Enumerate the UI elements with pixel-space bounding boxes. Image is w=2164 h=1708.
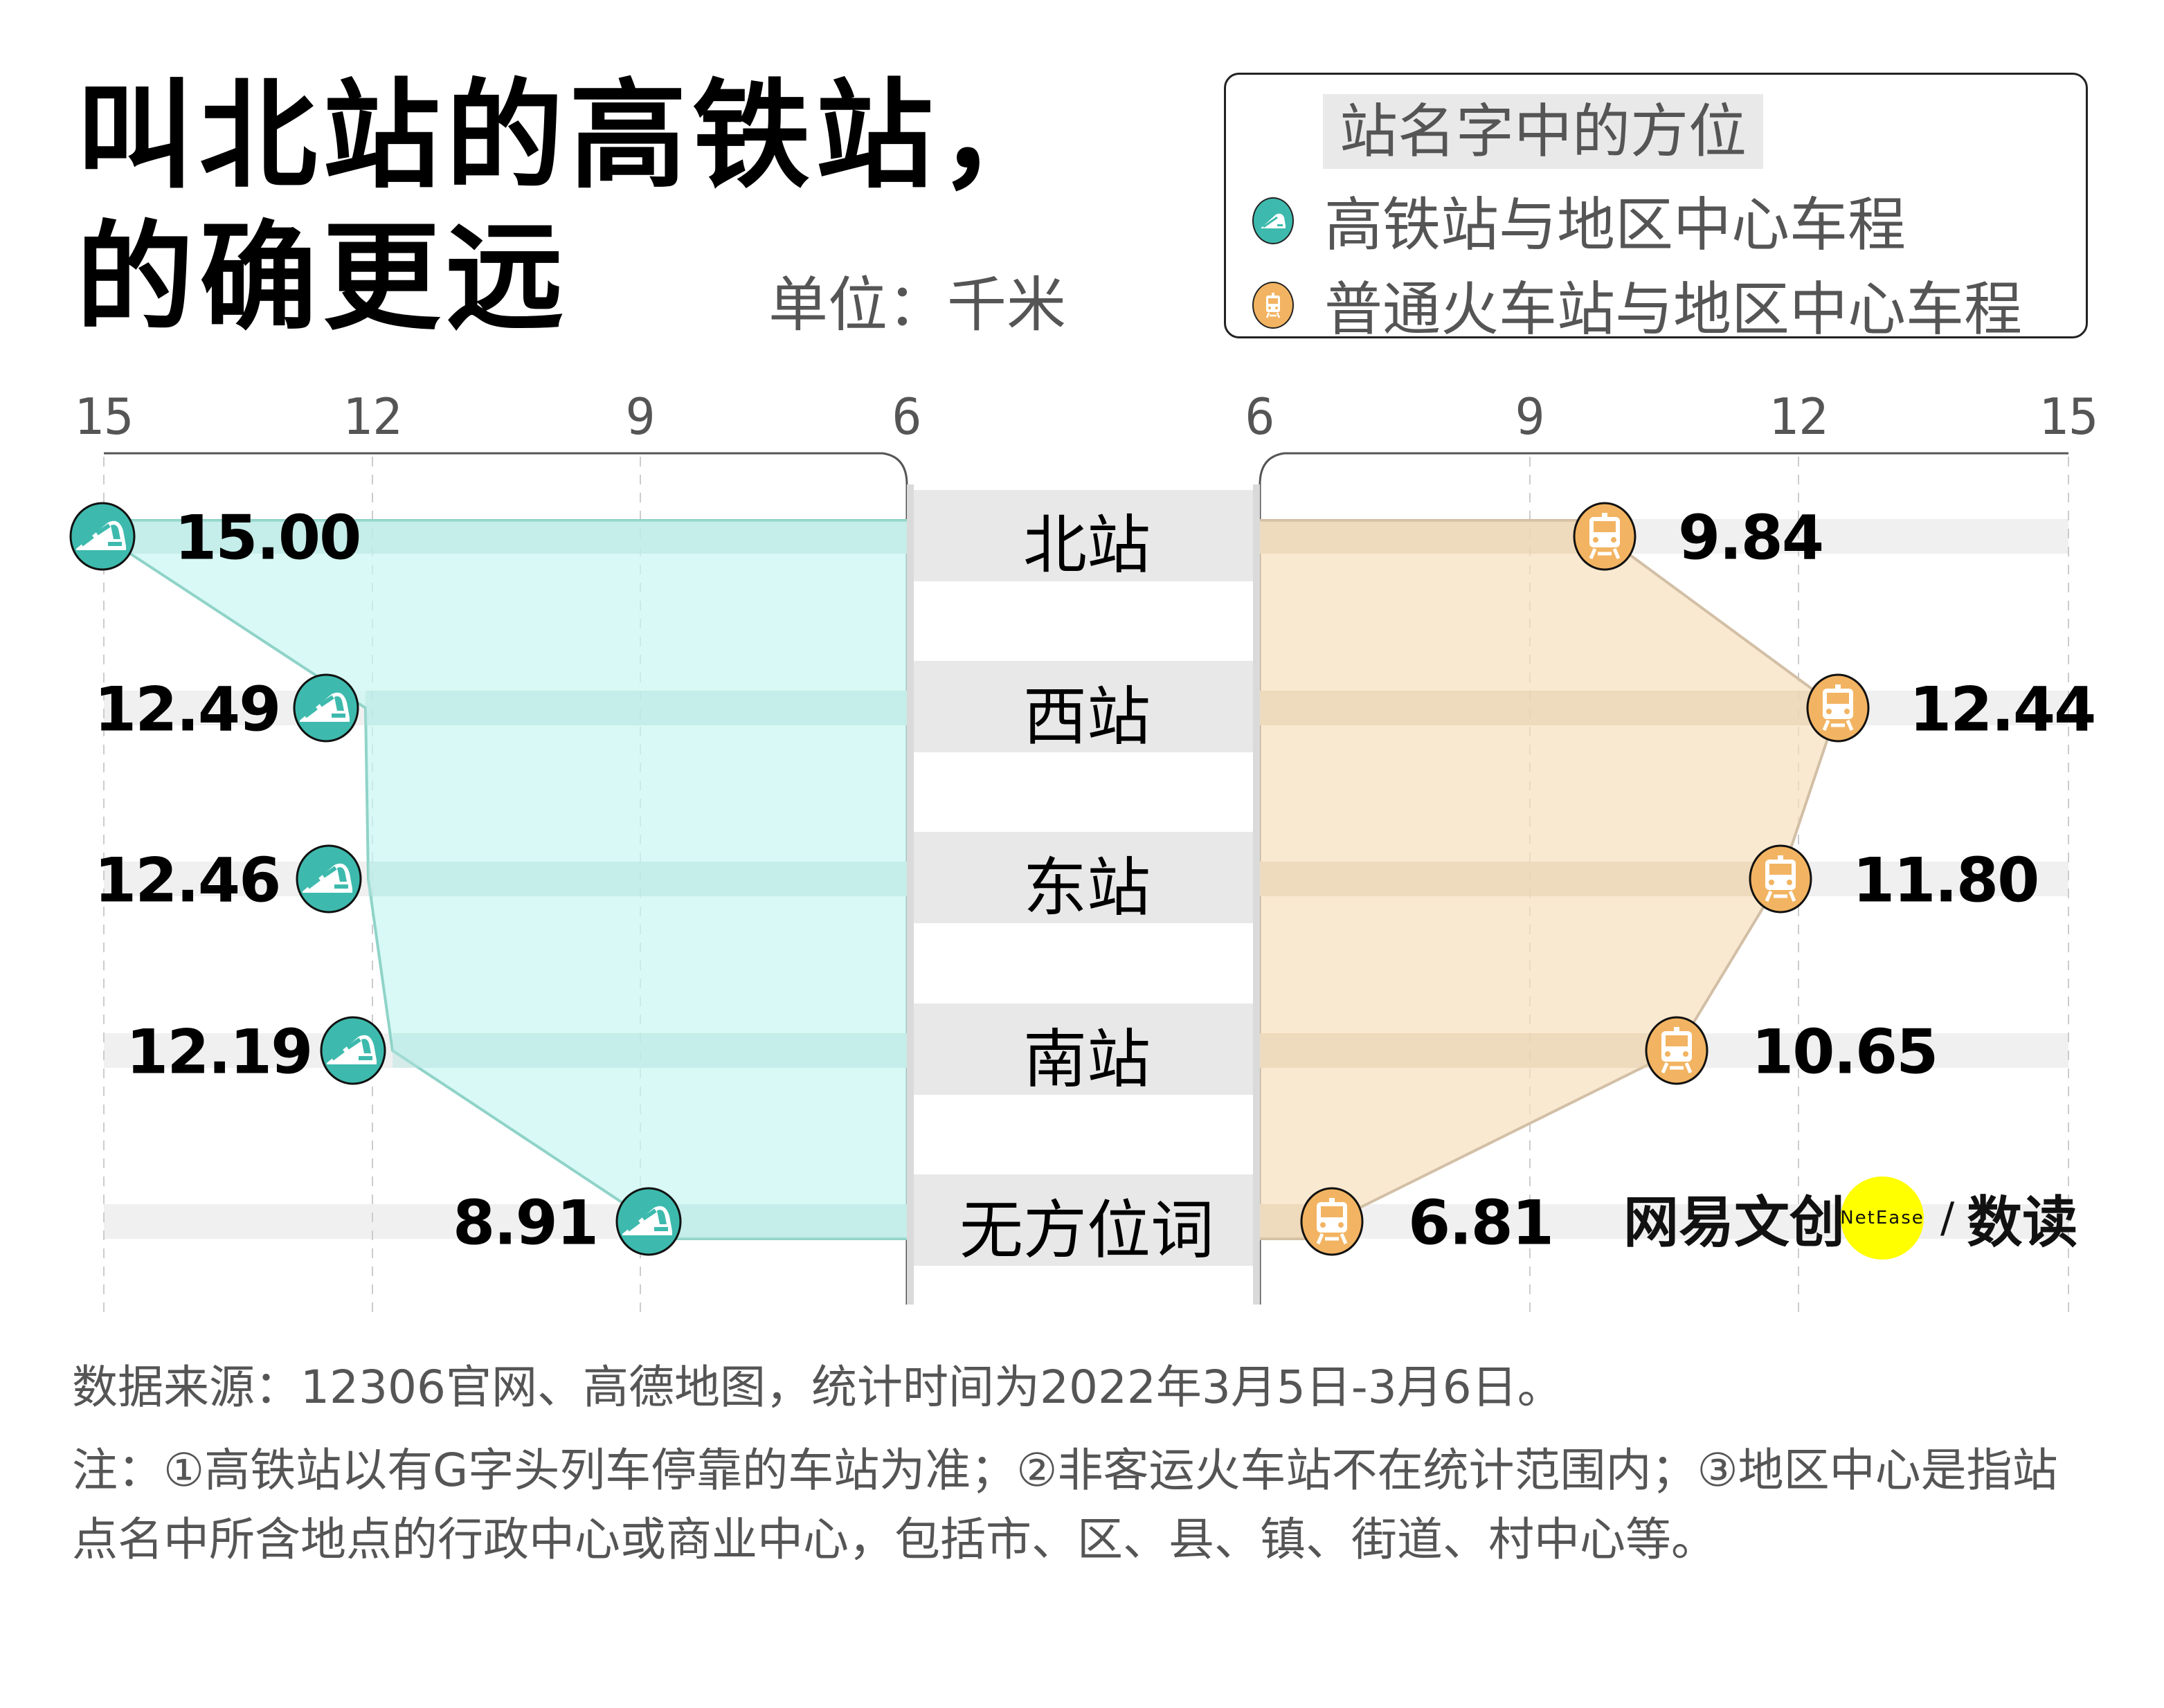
right-axis-tick: 6: [1245, 388, 1275, 446]
logo-cn-text: 网易文创: [1623, 1190, 1845, 1255]
hsr-value-label: 12.19: [126, 1016, 313, 1088]
regular-value-label: 11.80: [1852, 844, 2039, 916]
regular-value-label: 6.81: [1408, 1187, 1554, 1259]
hsr-value-label: 12.49: [94, 673, 281, 745]
category-label: 南站: [1022, 1022, 1151, 1097]
regular-train-icon: [1252, 281, 1294, 329]
legend-label-regular: 普通火车站与地区中心车程: [1324, 275, 2023, 343]
regular-value-label: 10.65: [1751, 1016, 1938, 1088]
legend-item-hsr: 高铁站与地区中心车程: [1252, 179, 1906, 262]
hsr-value-label: 12.46: [94, 844, 281, 916]
chart-title: 叫北站的高铁站， 的确更远: [76, 66, 1062, 349]
left-axis-tick: 15: [73, 388, 134, 446]
legend-item-regular: 普通火车站与地区中心车程: [1252, 263, 2022, 347]
right-axis-tick: 15: [2038, 388, 2099, 446]
category-label: 无方位词: [959, 1193, 1214, 1268]
left-axis-tick: 12: [342, 388, 403, 446]
regular-value-label: 12.44: [1909, 673, 2096, 745]
right-axis-tick: 12: [1768, 388, 1829, 446]
regular-value-label: 9.84: [1678, 502, 1824, 574]
title-line-2: 的确更远: [76, 210, 570, 347]
logo-product-text: 数读: [1967, 1190, 2078, 1255]
netease-sun-mark: NetEase: [1840, 1176, 1924, 1260]
data-source: 数据来源：12306官网、高德地图，统计时间为2022年3月5日-3月6日。: [72, 1361, 1563, 1414]
category-label: 北站: [1022, 508, 1151, 583]
right-axis-tick: 9: [1515, 388, 1545, 446]
logo-slash: /: [1940, 1194, 1955, 1242]
legend-label-hsr: 高铁站与地区中心车程: [1324, 191, 1906, 259]
hsr-value-label: 15.00: [174, 502, 361, 574]
footnote: 注：①高铁站以有G字头列车停靠的车站为准；②非客运火车站不在统计范围内；③地区中…: [72, 1444, 2058, 1566]
hsr-value-label: 8.91: [453, 1187, 599, 1259]
yellow-circle-icon: [1841, 1176, 1924, 1260]
left-axis-tick: 6: [892, 388, 922, 446]
category-label: 东站: [1022, 851, 1151, 925]
left-axis-tick: 9: [625, 388, 656, 446]
category-label: 西站: [1022, 680, 1151, 754]
legend: 站名字中的方位 高铁站与地区中心车程 普通火车站与地区中心车程: [1224, 73, 2088, 343]
logo-en-text: NetEase: [1840, 1208, 1924, 1228]
legend-title: 站名字中的方位: [1323, 94, 1764, 169]
high-speed-train-icon: [1252, 197, 1294, 244]
title-line-1: 叫北站的高铁站，: [76, 68, 1063, 205]
netease-logo: 网易文创 NetEase / 数读: [1623, 1176, 2078, 1260]
unit-label: 单位：千米: [768, 271, 1066, 340]
